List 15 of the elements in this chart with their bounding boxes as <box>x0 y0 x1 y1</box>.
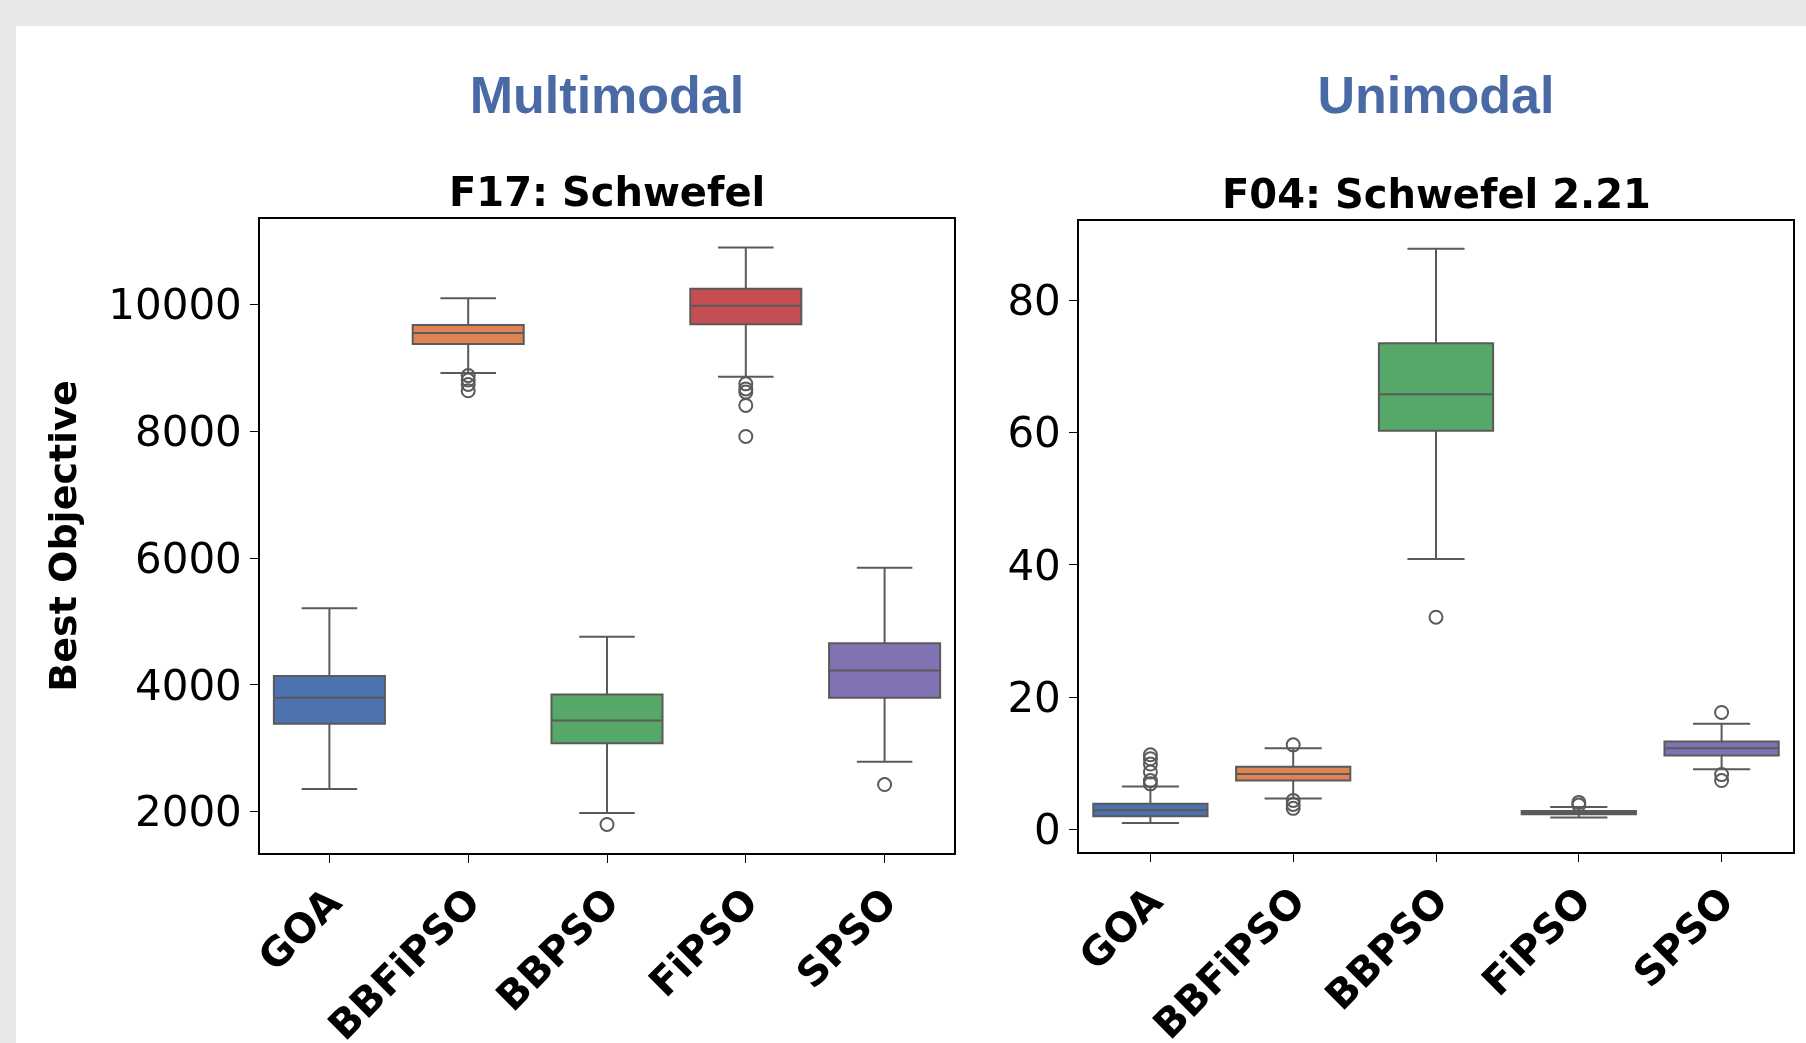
y-tick-label: 8000 <box>134 407 242 457</box>
y-tick-label: 40 <box>1007 540 1061 590</box>
chart-subtitle: F04: Schwefel 2.21 <box>1222 171 1651 217</box>
y-tick-label: 6000 <box>134 533 242 583</box>
chart-title: Unimodal <box>1317 66 1555 125</box>
y-axis-title: Best Objective <box>40 380 85 692</box>
y-tick-label: 80 <box>1007 276 1061 326</box>
y-tick-label: 2000 <box>134 787 242 837</box>
y-tick-label: 4000 <box>134 660 242 710</box>
y-tick-label: 0 <box>1034 805 1061 855</box>
y-tick-label: 10000 <box>108 280 242 330</box>
y-tick-label: 60 <box>1007 408 1061 458</box>
chart-title: Multimodal <box>469 66 745 125</box>
y-tick-label: 20 <box>1007 672 1061 722</box>
chart-subtitle: F17: Schwefel <box>449 169 766 215</box>
